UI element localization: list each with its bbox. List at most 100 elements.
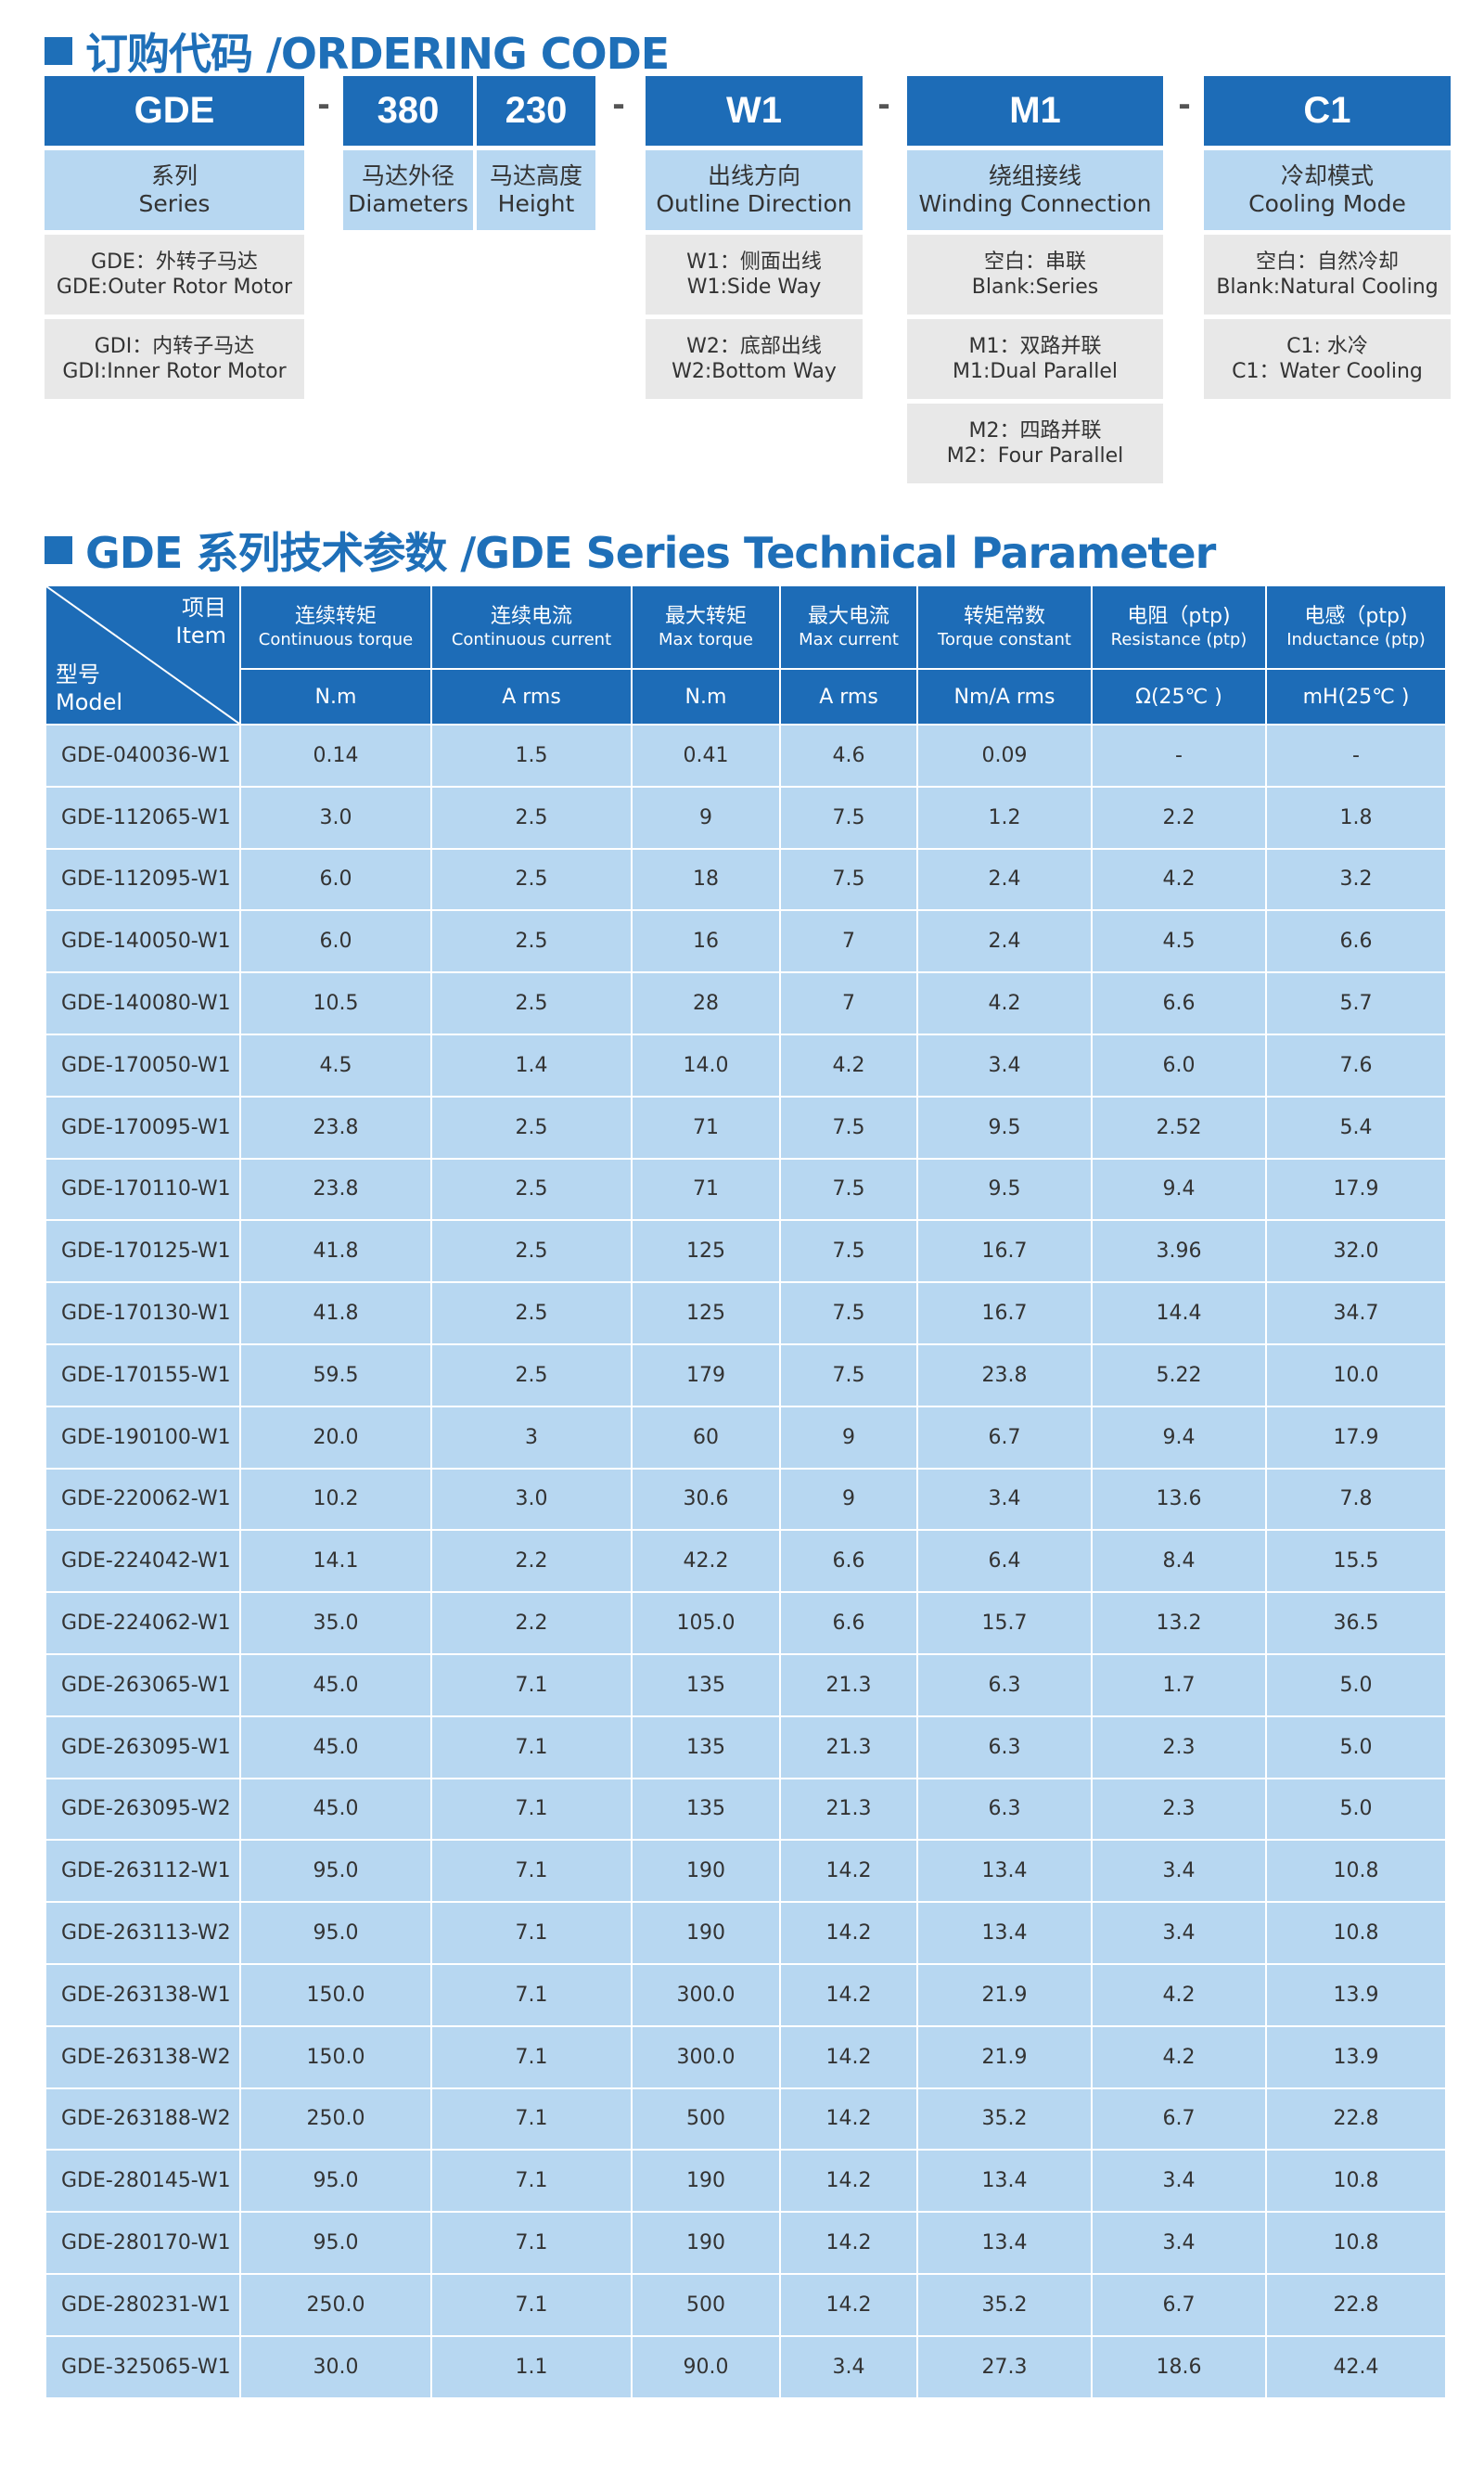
value-cell: 2.5: [430, 1157, 633, 1222]
col-unit: A rms: [430, 668, 633, 726]
value-cell: 42.4: [1265, 2334, 1447, 2399]
model-cell: GDE-263095-W1: [45, 1715, 241, 1779]
diagonal-line: [46, 586, 239, 724]
value-cell: 7.1: [430, 1962, 633, 2027]
table-row: GDE-325065-W1 30.0 1.1 90.0 3.4 27.3 18.6 42.4: [45, 2334, 1447, 2399]
value-cell: 15.7: [916, 1591, 1093, 1655]
value-cell: 2.5: [430, 1342, 633, 1407]
model-cell: GDE-263112-W1: [45, 1839, 241, 1904]
option-series-gdi: GDI：内转子马达 GDI:Inner Rotor Motor: [45, 319, 304, 399]
value-cell: 500: [631, 2272, 781, 2337]
value-cell: 7.1: [430, 2087, 633, 2151]
model-cell: GDE-280170-W1: [45, 2211, 241, 2275]
model-cell: GDE-112065-W1: [45, 785, 241, 850]
value-cell: 3.4: [1091, 1839, 1267, 1904]
value-cell: 190: [631, 2211, 781, 2275]
option-cooling-blank: 空白：自然冷却 Blank:Natural Cooling: [1204, 235, 1451, 315]
table-row: GDE-112065-W1 3.0 2.5 9 7.5 1.2 2.2 1.8: [45, 785, 1447, 850]
value-cell: 190: [631, 1839, 781, 1904]
corner-item-label: 项目 Item: [175, 595, 226, 649]
value-cell: 6.7: [1091, 2272, 1267, 2337]
value-cell: 2.4: [916, 847, 1093, 912]
value-cell: 5.0: [1265, 1652, 1447, 1717]
value-cell: 21.3: [779, 1777, 918, 1842]
value-cell: 14.4: [1091, 1281, 1267, 1345]
value-cell: 2.5: [430, 1095, 633, 1160]
value-cell: 13.4: [916, 1901, 1093, 1965]
value-cell: 14.2: [779, 2211, 918, 2275]
value-cell: 4.2: [1091, 847, 1267, 912]
code-separator: -: [612, 83, 625, 124]
value-cell: 22.8: [1265, 2272, 1447, 2337]
model-cell: GDE-190100-W1: [45, 1405, 241, 1470]
col-header: 转矩常数 Torque constant: [916, 584, 1093, 670]
model-cell: GDE-140050-W1: [45, 909, 241, 974]
value-cell: 4.5: [1091, 909, 1267, 974]
model-cell: GDE-170155-W1: [45, 1342, 241, 1407]
value-cell: 10.0: [1265, 1342, 1447, 1407]
value-cell: 135: [631, 1777, 781, 1842]
value-cell: 10.2: [239, 1467, 432, 1532]
table-row: GDE-263095-W2 45.0 7.1 135 21.3 6.3 2.3 5.0: [45, 1777, 1447, 1842]
value-cell: 17.9: [1265, 1157, 1447, 1222]
value-cell: 2.2: [1091, 785, 1267, 850]
value-cell: 1.5: [430, 724, 633, 788]
option-winding-blank: 空白：串联 Blank:Series: [907, 235, 1163, 315]
value-cell: 6.6: [1265, 909, 1447, 974]
col-unit: Ω(25℃ ): [1091, 668, 1267, 726]
value-cell: 41.8: [239, 1281, 432, 1345]
code-separator: -: [877, 83, 890, 124]
value-cell: 150.0: [239, 1962, 432, 2027]
value-cell: 13.2: [1091, 1591, 1267, 1655]
option-series-gde: GDE：外转子马达 GDE:Outer Rotor Motor: [45, 235, 304, 315]
value-cell: 16.7: [916, 1219, 1093, 1284]
col-unit: N.m: [631, 668, 781, 726]
value-cell: 95.0: [239, 2149, 432, 2214]
value-cell: 6.7: [1091, 2087, 1267, 2151]
value-cell: 7.6: [1265, 1033, 1447, 1098]
value-cell: 21.3: [779, 1652, 918, 1717]
code-separator: -: [1178, 83, 1191, 124]
code-cooling: C1: [1204, 76, 1451, 146]
value-cell: 35.2: [916, 2087, 1093, 2151]
value-cell: 0.41: [631, 724, 781, 788]
value-cell: 7.5: [779, 1219, 918, 1284]
value-cell: 14.1: [239, 1529, 432, 1594]
value-cell: 10.8: [1265, 2149, 1447, 2214]
value-cell: 20.0: [239, 1405, 432, 1470]
value-cell: 7.1: [430, 2149, 633, 2214]
value-cell: 6.0: [239, 909, 432, 974]
value-cell: 13.4: [916, 1839, 1093, 1904]
value-cell: 16: [631, 909, 781, 974]
value-cell: 13.4: [916, 2211, 1093, 2275]
value-cell: 5.0: [1265, 1777, 1447, 1842]
col-unit: N.m: [239, 668, 432, 726]
technical-parameter-table: 项目 Item 型号 Model 连续转矩 Continuous torque 连…: [45, 584, 1447, 2399]
table-row: GDE-263113-W2 95.0 7.1 190 14.2 13.4 3.4 10.8: [45, 1901, 1447, 1965]
value-cell: 7.5: [779, 847, 918, 912]
value-cell: 21.9: [916, 1962, 1093, 2027]
value-cell: 3.4: [916, 1033, 1093, 1098]
model-cell: GDE-112095-W1: [45, 847, 241, 912]
value-cell: 6.3: [916, 1652, 1093, 1717]
value-cell: 300.0: [631, 1962, 781, 2027]
value-cell: 1.7: [1091, 1652, 1267, 1717]
value-cell: 95.0: [239, 1901, 432, 1965]
value-cell: 95.0: [239, 1839, 432, 1904]
model-cell: GDE-263188-W2: [45, 2087, 241, 2151]
value-cell: 7.1: [430, 2024, 633, 2089]
value-cell: 60: [631, 1405, 781, 1470]
model-cell: GDE-170110-W1: [45, 1157, 241, 1222]
model-cell: GDE-263113-W2: [45, 1901, 241, 1965]
code-winding: M1: [907, 76, 1163, 146]
col-unit: Nm/A rms: [916, 668, 1093, 726]
label-height: 马达高度 Height: [477, 150, 595, 230]
value-cell: -: [1091, 724, 1267, 788]
value-cell: 10.8: [1265, 2211, 1447, 2275]
code-diameter: 380: [343, 76, 473, 146]
value-cell: 6.3: [916, 1777, 1093, 1842]
table-row: GDE-263138-W1 150.0 7.1 300.0 14.2 21.9 4.2 13.…: [45, 1962, 1447, 2027]
option-cooling-c1: C1: 水冷 C1：Water Cooling: [1204, 319, 1451, 399]
value-cell: 90.0: [631, 2334, 781, 2399]
value-cell: 4.2: [779, 1033, 918, 1098]
